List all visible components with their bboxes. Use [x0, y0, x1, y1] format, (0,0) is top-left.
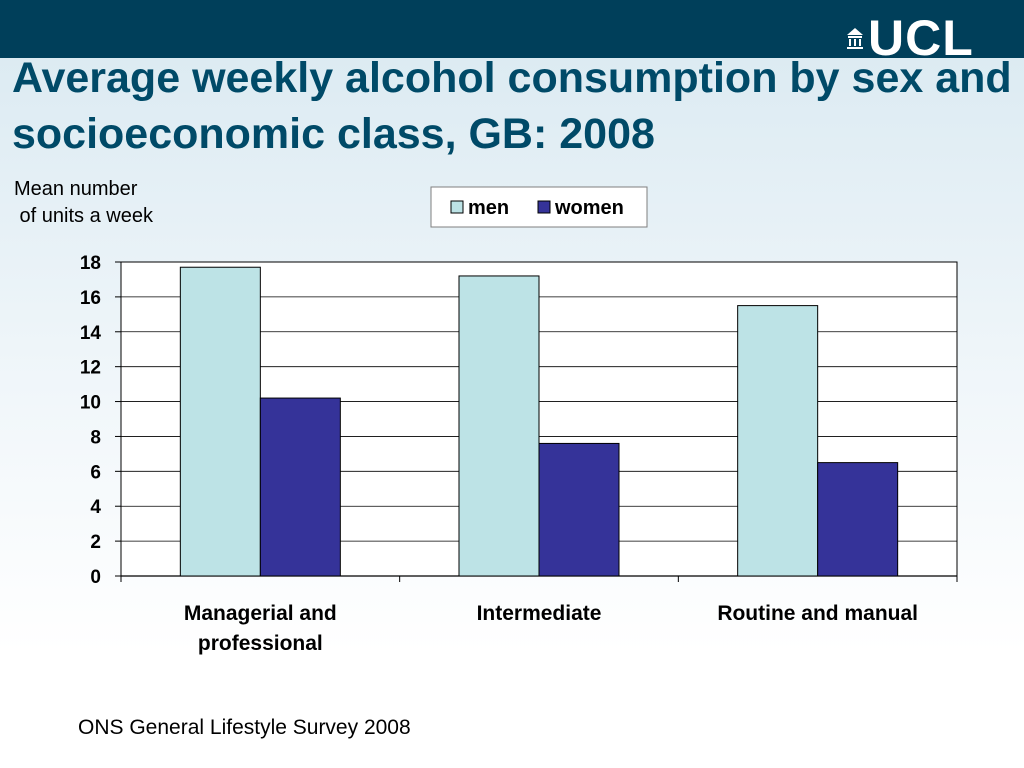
y-tick-label: 6 [90, 462, 101, 483]
category-label: professional [198, 632, 323, 655]
y-tick-label: 18 [80, 253, 101, 274]
legend-label-women: women [554, 197, 624, 219]
bar-men [180, 267, 260, 576]
bar-men [459, 276, 539, 576]
bar-men [738, 306, 818, 576]
bar-women [260, 398, 340, 576]
bar-women [539, 443, 619, 576]
category-label: Intermediate [477, 602, 602, 625]
y-tick-label: 4 [90, 497, 101, 518]
y-tick-label: 14 [80, 323, 102, 344]
legend-label-men: men [468, 197, 509, 219]
y-tick-label: 8 [90, 427, 101, 448]
legend-swatch-men [451, 201, 463, 213]
category-label: Managerial and [184, 602, 337, 625]
y-tick-label: 16 [80, 288, 101, 309]
bar-women [818, 463, 898, 576]
bar-chart: 0 2 4 6 8 10 12 14 16 18 Managerial and professiona… [0, 0, 1024, 700]
y-tick-label: 10 [80, 393, 101, 414]
y-tick-label: 12 [80, 358, 101, 379]
legend-swatch-women [538, 201, 550, 213]
source-note: ONS General Lifestyle Survey 2008 [78, 716, 411, 740]
y-tick-label: 2 [90, 532, 101, 553]
y-tick-label: 0 [90, 567, 101, 588]
category-label: Routine and manual [717, 602, 918, 625]
